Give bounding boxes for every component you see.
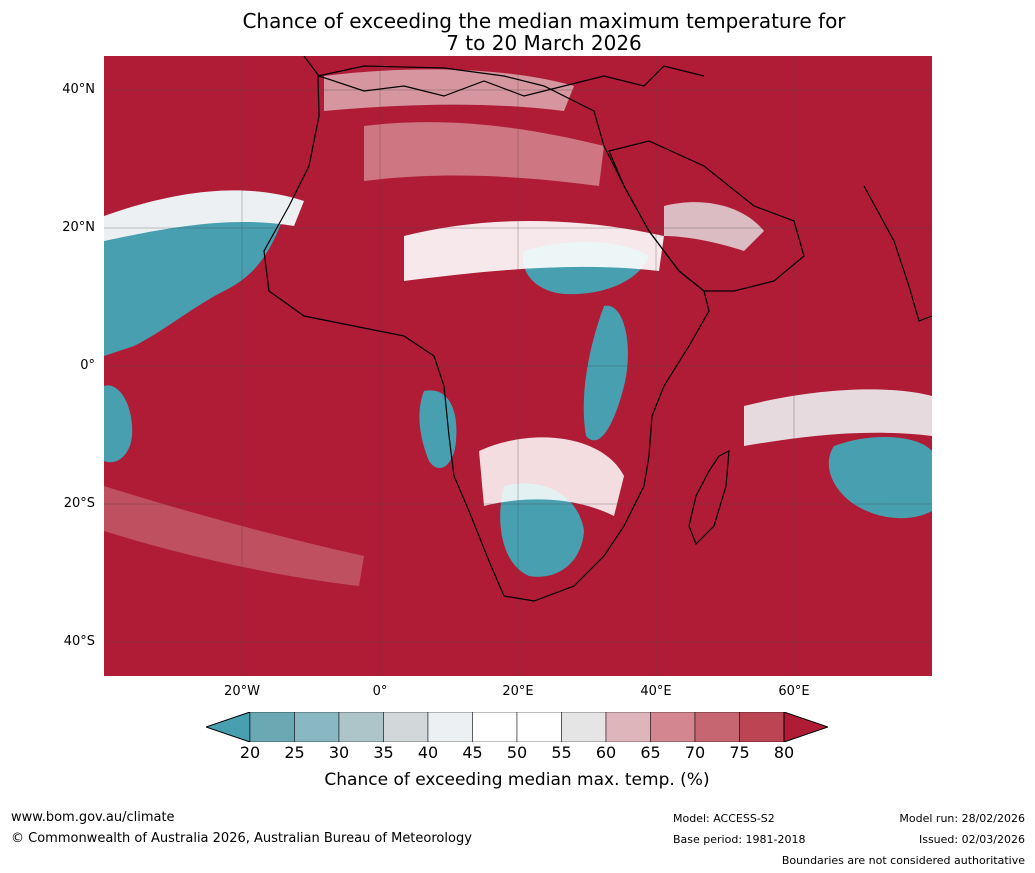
arabia-coastline [608,140,805,292]
footer-boundaries: Boundaries are not considered authoritat… [781,854,1025,867]
colorbar-segment [516,711,562,743]
map-title: Chance of exceeding the median maximum t… [104,10,984,54]
warm-regions [104,69,764,586]
footer-issued: Issued: 02/03/2026 [918,833,1025,846]
colorbar-segment [383,711,429,743]
footer-copyright: © Commonwealth of Australia 2026, Austra… [11,831,472,846]
colorbar-tick-label: 50 [506,743,528,762]
footer-website: www.bom.gov.au/climate [11,810,175,825]
footer-model-run: Model run: 28/02/2026 [899,812,1025,825]
colorbar-segment [249,711,295,743]
lat-tick-20s: 20°S [63,496,95,511]
colorbar-tick-label: 75 [729,743,750,762]
cool-region-sahel-fringe [404,221,664,281]
cool-regions [104,190,932,577]
lon-tick-20w: 20°W [224,684,260,699]
cool-region-south-atlantic [104,385,133,463]
cool-region-indian-ocean [828,436,932,519]
colorbar-segment [739,711,785,743]
colorbar-segment [472,711,518,743]
europe-coastline [303,56,705,97]
colorbar-segment [427,711,473,743]
footer-base-period: Base period: 1981-2018 [673,833,806,846]
colorbar-segment [338,711,384,743]
lat-tick-40n: 40°N [62,82,95,97]
colorbar-segment [605,711,651,743]
colorbar-segment [694,711,740,743]
lat-tick-20n: 20°N [62,220,95,235]
cool-region-southern-africa-fringe [479,437,624,516]
cool-region-east-africa [583,305,628,441]
colorbar [204,711,830,743]
africa-coastline [263,65,710,602]
cool-region-angola [419,390,457,469]
colorbar-extend-high [783,711,830,743]
colorbar-segment [561,711,607,743]
graticule [104,56,932,676]
title-line-2: 7 to 20 March 2026 [446,31,642,55]
lat-tick-40s: 40°S [63,634,95,649]
colorbar-tick-label: 65 [640,743,661,762]
colorbar-tick-label: 70 [684,743,706,762]
cool-region-southern-africa [500,483,584,577]
colorbar-tick-label: 30 [328,743,350,762]
colorbar-tick-label: 25 [284,743,305,762]
cool-region-atlantic-north [104,205,284,356]
lon-tick-20e: 20°E [502,684,534,699]
lon-tick-0: 0° [372,684,388,699]
warm-region-sahara [364,122,604,186]
india-coastline [863,185,932,322]
colorbar-tick-label: 60 [595,743,617,762]
colorbar-tick-label: 55 [551,743,572,762]
map-canvas [104,56,932,676]
cool-region-atlantic-north-fringe [104,190,304,241]
madagascar-coastline [688,449,730,546]
colorbar-tick-label: 45 [462,743,483,762]
footer-model: Model: ACCESS-S2 [673,812,775,825]
cool-region-indian-ocean-fringe [744,389,932,446]
forecast-map [104,56,932,676]
colorbar-tick-label: 80 [773,743,795,762]
lon-tick-40e: 40°E [640,684,672,699]
colorbar-tick-label: 35 [373,743,394,762]
colorbar-tick-label: 40 [417,743,439,762]
warm-region-southern-ocean [104,486,364,586]
colorbar-extend-low [204,711,251,743]
colorbar-tick-label: 20 [239,743,261,762]
colorbar-graphic [204,711,830,743]
lat-tick-0: 0° [80,358,95,373]
warm-region-arabia [664,202,764,251]
colorbar-segment [650,711,696,743]
lon-tick-60e: 60°E [778,684,810,699]
colorbar-segment [294,711,340,743]
colorbar-title: Chance of exceeding median max. temp. (%… [324,770,710,790]
title-line-1: Chance of exceeding the median maximum t… [242,9,846,33]
